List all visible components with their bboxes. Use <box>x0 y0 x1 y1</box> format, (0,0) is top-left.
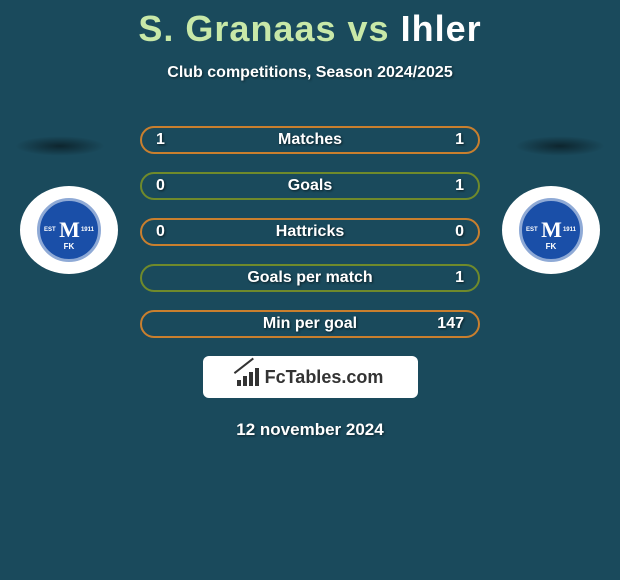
logo-year-left-r: 1911 <box>81 227 94 233</box>
logo-sub-right: FK <box>546 242 557 251</box>
date-text: 12 november 2024 <box>0 420 620 440</box>
stat-right-value: 147 <box>414 315 464 333</box>
logo-year-left-l: EST <box>44 227 56 233</box>
stat-right-value: 0 <box>414 223 464 241</box>
shadow-right <box>515 136 605 156</box>
content-area: EST M 1911 FK EST M 1911 FK 1 Matches 1 0 Go… <box>0 126 620 440</box>
branding-badge: FcTables.com <box>203 356 418 398</box>
logo-inner-right: EST M 1911 FK <box>519 198 583 262</box>
logo-main-left: M <box>59 217 79 243</box>
stat-row: 0 Goals 1 <box>140 172 480 200</box>
stat-label: Matches <box>278 131 342 149</box>
logo-main-right: M <box>541 217 561 243</box>
logo-circle-left: EST M 1911 FK <box>20 186 118 274</box>
left-club-logo: EST M 1911 FK <box>20 186 118 274</box>
stat-row: Min per goal 147 <box>140 310 480 338</box>
shadow-left <box>15 136 105 156</box>
stat-left-value: 0 <box>156 177 206 195</box>
stat-row: Goals per match 1 <box>140 264 480 292</box>
logo-year-right-r: 1911 <box>563 227 576 233</box>
player1-name: S. Granaas <box>138 8 336 49</box>
stat-right-value: 1 <box>414 177 464 195</box>
stat-left-value: 0 <box>156 223 206 241</box>
stat-label: Min per goal <box>263 315 357 333</box>
logo-sub-left: FK <box>64 242 75 251</box>
vs-separator: vs <box>348 8 390 49</box>
stat-label: Hattricks <box>276 223 344 241</box>
subtitle: Club competitions, Season 2024/2025 <box>0 64 620 82</box>
stat-label: Goals per match <box>247 269 372 287</box>
right-club-logo: EST M 1911 FK <box>502 186 600 274</box>
stat-right-value: 1 <box>414 269 464 287</box>
comparison-title: S. Granaas vs Ihler <box>0 0 620 50</box>
branding-text: FcTables.com <box>265 367 384 388</box>
logo-year-right-l: EST <box>526 227 538 233</box>
logo-circle-right: EST M 1911 FK <box>502 186 600 274</box>
chart-icon <box>237 368 259 386</box>
player2-name: Ihler <box>401 8 482 49</box>
stat-right-value: 1 <box>414 131 464 149</box>
stat-left-value: 1 <box>156 131 206 149</box>
stats-table: 1 Matches 1 0 Goals 1 0 Hattricks 0 Goals per mat… <box>140 126 480 338</box>
stat-row: 1 Matches 1 <box>140 126 480 154</box>
logo-inner-left: EST M 1911 FK <box>37 198 101 262</box>
stat-row: 0 Hattricks 0 <box>140 218 480 246</box>
stat-label: Goals <box>288 177 332 195</box>
